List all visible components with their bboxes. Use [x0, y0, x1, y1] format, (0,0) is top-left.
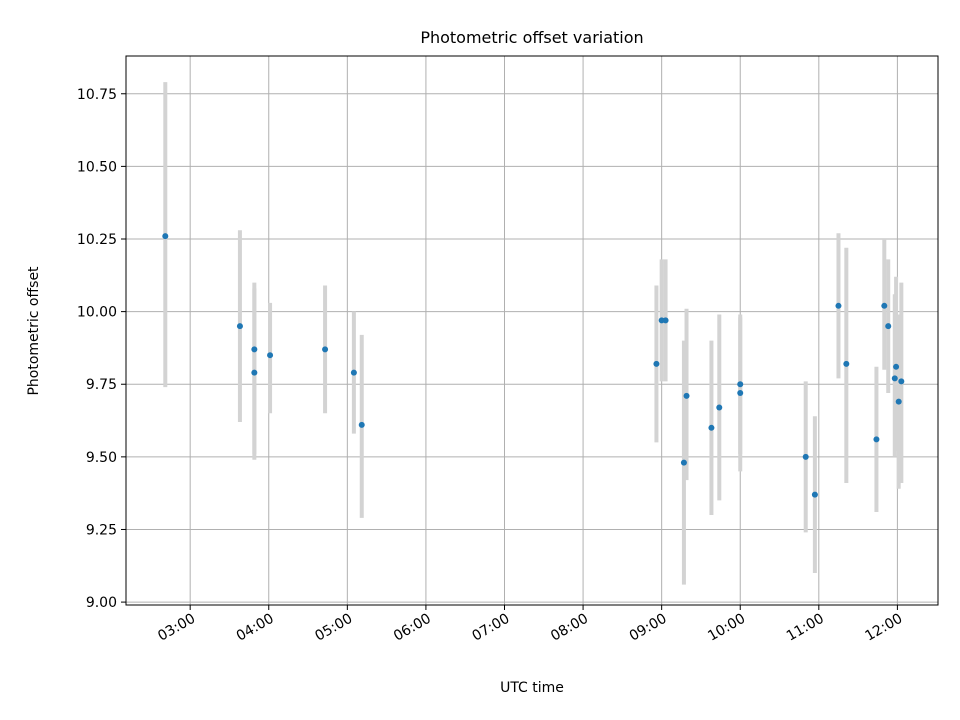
y-tick-label: 9.50 [86, 450, 117, 466]
data-point [811, 491, 818, 498]
x-tick-label: 03:00 [155, 611, 198, 645]
plot-frame [125, 55, 939, 606]
x-tick-label: 11:00 [784, 611, 827, 645]
errorbar-layer [163, 82, 904, 585]
data-point [835, 302, 842, 309]
y-tick-label: 10.00 [77, 305, 117, 321]
y-tick-label: 10.75 [77, 87, 117, 103]
data-point [267, 352, 274, 359]
y-tick-label: 9.00 [86, 595, 117, 611]
data-point [843, 360, 850, 367]
x-tick-label: 07:00 [470, 611, 513, 645]
data-point [251, 346, 258, 353]
data-point [322, 346, 329, 353]
x-tick-label: 12:00 [862, 611, 905, 645]
data-point [350, 369, 357, 376]
x-axis-label: UTC time [500, 680, 564, 696]
data-point [358, 421, 365, 428]
data-point [737, 381, 744, 388]
data-point [683, 392, 690, 399]
x-tick-label: 08:00 [548, 611, 591, 645]
x-axis-ticks: 03:00 04:00 05:00 06:00 07:00 08:00 09:00 10:00… [155, 605, 905, 645]
x-tick-label: 10:00 [705, 611, 748, 645]
y-tick-label: 10.25 [77, 232, 117, 248]
x-tick-label: 09:00 [627, 611, 670, 645]
data-point [893, 363, 900, 370]
data-point [251, 369, 258, 376]
y-axis-label: Photometric offset [26, 266, 42, 396]
y-axis-ticks: 9.00 9.25 9.50 9.75 10.00 10.25 10.50 10.75 [77, 87, 126, 611]
data-point [236, 323, 243, 330]
data-point [885, 323, 892, 330]
y-tick-label: 9.25 [86, 522, 117, 538]
data-point [662, 317, 669, 324]
x-tick-label: 05:00 [312, 611, 355, 645]
x-tick-label: 04:00 [234, 611, 277, 645]
data-point [680, 459, 687, 466]
data-point [653, 360, 660, 367]
grid-layer [126, 56, 938, 605]
chart-title: Photometric offset variation [420, 28, 643, 47]
data-point [891, 375, 898, 382]
data-point [881, 302, 888, 309]
y-tick-label: 9.75 [86, 377, 117, 393]
data-point [737, 389, 744, 396]
data-point [716, 404, 723, 411]
point-layer [162, 233, 905, 498]
data-point [873, 436, 880, 443]
data-point [162, 233, 169, 240]
data-point [708, 424, 715, 431]
y-tick-label: 10.50 [77, 159, 117, 175]
x-tick-label: 06:00 [391, 611, 434, 645]
data-point [898, 378, 905, 385]
data-point [895, 398, 902, 405]
data-point [802, 453, 809, 460]
